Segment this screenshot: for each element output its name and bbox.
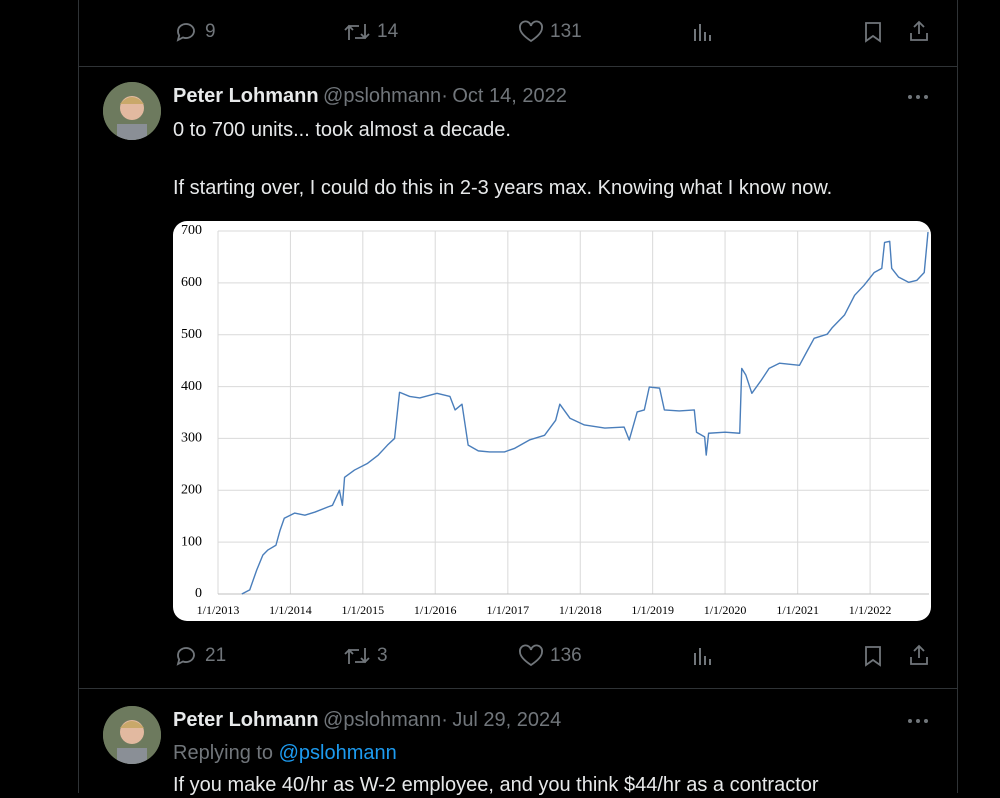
y-tick-label: 700 <box>181 223 202 238</box>
replying-to-label: Replying to <box>173 742 274 764</box>
reply-icon[interactable] <box>174 20 198 44</box>
tweet-header: Peter Lohmann @pslohmann· Oct 14, 2022 <box>173 85 567 108</box>
bookmark-icon[interactable] <box>862 20 884 44</box>
divider <box>78 688 957 689</box>
tweet-header: Peter Lohmann @pslohmann· Jul 29, 2024 <box>173 709 561 732</box>
author-handle[interactable]: @pslohmann <box>323 85 442 107</box>
tweet-text: If you make 40/hr as W-2 employee, and y… <box>173 774 819 796</box>
avatar[interactable] <box>103 82 161 140</box>
column-border <box>957 0 958 793</box>
avatar[interactable] <box>103 706 161 764</box>
tweet-date[interactable]: Oct 14, 2022 <box>452 85 567 107</box>
x-tick-label: 1/1/2019 <box>631 603 674 617</box>
like-icon[interactable] <box>518 644 544 668</box>
x-tick-label: 1/1/2021 <box>776 603 819 617</box>
reply-context: Replying to @pslohmann <box>173 740 397 766</box>
repost-count: 3 <box>377 645 388 666</box>
views-icon[interactable] <box>692 21 714 43</box>
bookmark-icon[interactable] <box>862 644 884 668</box>
share-icon[interactable] <box>907 19 931 43</box>
repost-icon[interactable] <box>343 20 371 44</box>
like-count: 131 <box>550 21 582 42</box>
y-tick-label: 0 <box>195 586 202 601</box>
x-tick-label: 1/1/2017 <box>486 603 529 617</box>
y-tick-label: 500 <box>181 327 202 342</box>
x-tick-label: 1/1/2013 <box>197 603 240 617</box>
x-tick-label: 1/1/2022 <box>849 603 892 617</box>
share-icon[interactable] <box>907 643 931 667</box>
x-tick-label: 1/1/2020 <box>704 603 747 617</box>
separator: · <box>441 709 448 731</box>
x-tick-label: 1/1/2016 <box>414 603 457 617</box>
y-tick-label: 600 <box>181 275 202 290</box>
views-icon[interactable] <box>692 645 714 667</box>
reply-icon[interactable] <box>174 644 198 668</box>
y-tick-label: 200 <box>181 483 202 498</box>
y-tick-label: 300 <box>181 431 202 446</box>
repost-icon[interactable] <box>343 644 371 668</box>
like-count: 136 <box>550 645 582 666</box>
column-border <box>78 0 79 793</box>
reply-handle[interactable]: @pslohmann <box>278 742 397 764</box>
y-tick-label: 400 <box>181 379 202 394</box>
reply-count: 21 <box>205 645 227 666</box>
chart-image[interactable]: 0 100 200 300 400 500 600 700 1/1/2013 1/1/2014 1/… <box>173 221 931 621</box>
separator: · <box>441 85 448 107</box>
more-icon[interactable] <box>906 716 932 726</box>
tweet-date[interactable]: Jul 29, 2024 <box>452 709 562 731</box>
like-icon[interactable] <box>518 20 544 44</box>
author-name[interactable]: Peter Lohmann <box>173 709 319 731</box>
y-tick-label: 100 <box>181 534 202 549</box>
tweet-text: If starting over, I could do this in 2-3… <box>173 177 833 199</box>
data-line <box>241 231 929 595</box>
author-name[interactable]: Peter Lohmann <box>173 85 319 107</box>
chart-background <box>173 221 931 621</box>
divider <box>78 66 957 67</box>
repost-count: 14 <box>377 21 399 42</box>
x-tick-label: 1/1/2018 <box>559 603 602 617</box>
x-tick-label: 1/1/2014 <box>269 603 312 617</box>
reply-count: 9 <box>205 21 216 42</box>
x-tick-label: 1/1/2015 <box>341 603 384 617</box>
author-handle[interactable]: @pslohmann <box>323 709 442 731</box>
tweet-text: 0 to 700 units... took almost a decade. <box>173 119 511 141</box>
more-icon[interactable] <box>906 92 932 102</box>
